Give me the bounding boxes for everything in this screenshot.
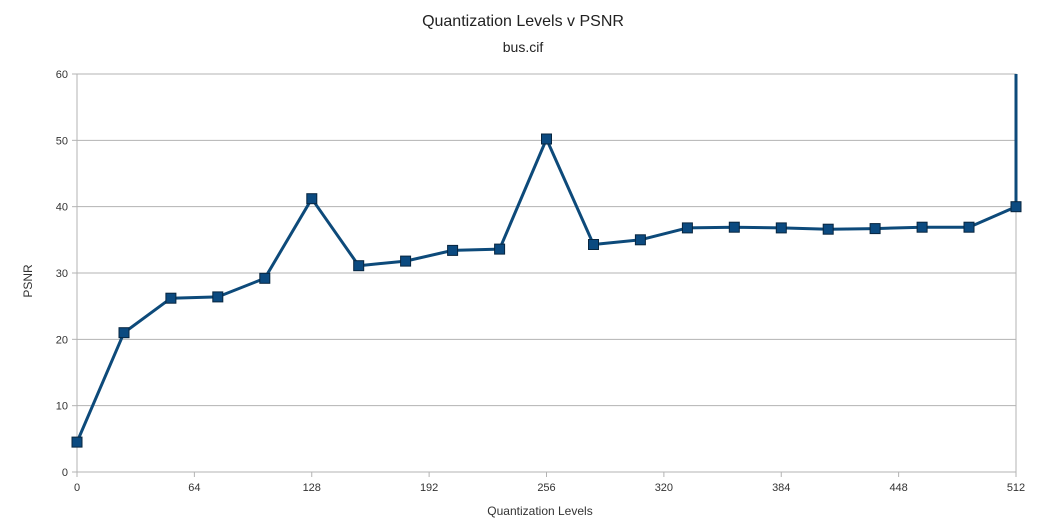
data-point-marker xyxy=(212,291,224,303)
data-point-marker xyxy=(494,243,506,255)
data-point-marker xyxy=(916,221,928,233)
data-point-marker xyxy=(541,133,552,145)
data-point-marker xyxy=(681,222,693,234)
x-axis-label: Quantization Levels xyxy=(487,504,592,518)
data-point-marker xyxy=(165,292,177,304)
x-tick-label: 192 xyxy=(420,482,438,494)
data-point-marker xyxy=(775,222,787,234)
x-tick-label: 448 xyxy=(889,482,907,494)
data-point-marker xyxy=(869,223,881,235)
data-point-marker xyxy=(634,234,646,246)
x-tick-label: 128 xyxy=(303,482,321,494)
data-point-marker xyxy=(118,327,130,339)
data-series xyxy=(71,74,1022,448)
y-tick-label: 20 xyxy=(56,334,68,346)
y-tick-label: 50 xyxy=(56,135,68,147)
data-point-marker xyxy=(822,223,834,235)
x-tick-label: 512 xyxy=(1007,482,1025,494)
data-point-marker xyxy=(400,255,412,267)
data-point-marker xyxy=(1010,201,1022,213)
chart-subtitle: bus.cif xyxy=(503,39,544,55)
series-line xyxy=(75,74,1018,443)
y-axis-label: PSNR xyxy=(21,264,35,298)
y-tick-label: 40 xyxy=(56,202,68,214)
y-tick-label: 30 xyxy=(56,268,68,280)
y-tick-label: 0 xyxy=(62,467,68,479)
axis-ticks: 0 10 20 30 40 50 60 0 64 128 192 256 320 384 448 512 xyxy=(56,69,1025,494)
data-point-marker xyxy=(447,244,459,256)
data-point-marker xyxy=(963,221,975,233)
data-point-marker xyxy=(353,260,365,272)
y-tick-label: 10 xyxy=(56,401,68,413)
x-tick-label: 64 xyxy=(188,482,200,494)
chart-title: Quantization Levels v PSNR xyxy=(422,13,624,30)
data-point-marker xyxy=(306,193,318,205)
data-point-marker xyxy=(71,436,83,448)
data-point-marker xyxy=(728,221,740,233)
data-point-marker xyxy=(259,272,271,284)
x-tick-label: 320 xyxy=(655,482,673,494)
x-tick-label: 256 xyxy=(537,482,555,494)
x-tick-label: 0 xyxy=(74,482,80,494)
y-tick-label: 60 xyxy=(56,69,68,81)
data-point-marker xyxy=(588,239,599,250)
x-tick-label: 384 xyxy=(772,482,790,494)
